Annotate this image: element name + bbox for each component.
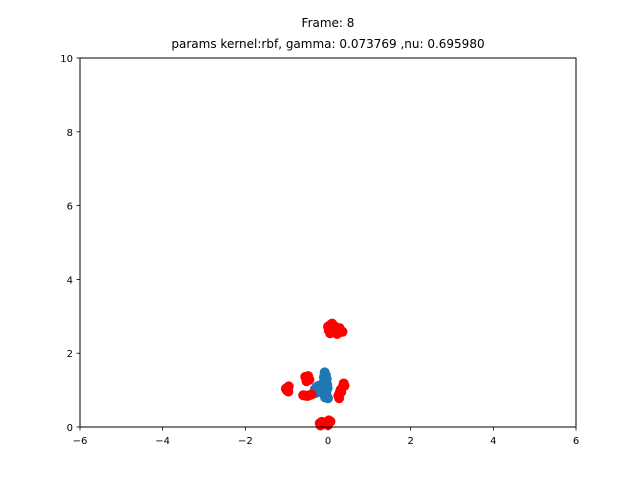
data-point-series-1-24 xyxy=(303,371,314,382)
plot-frame xyxy=(79,57,577,428)
data-point-series-0-22 xyxy=(313,380,324,391)
points-layer xyxy=(280,318,350,431)
x-tick-label: 6 xyxy=(573,436,579,447)
data-point-series-1-37 xyxy=(336,386,347,397)
data-point-series-1-45 xyxy=(323,420,333,431)
data-point-series-1-29 xyxy=(306,389,317,400)
x-axis-ticks: −6 −4 −2 0 2 4 6 xyxy=(73,427,579,447)
data-point-series-0-23 xyxy=(322,383,333,394)
y-tick-label: 8 xyxy=(67,128,73,139)
chart-title-line-1: Frame: 8 xyxy=(302,16,355,30)
data-point-series-1-44 xyxy=(315,420,326,431)
y-tick-label: 2 xyxy=(67,349,73,360)
y-axis-ticks: 0 2 4 6 8 10 xyxy=(60,54,80,434)
x-tick-label: 2 xyxy=(407,436,413,447)
data-point-series-1-19 xyxy=(283,386,294,397)
y-tick-label: 10 xyxy=(60,54,73,65)
x-tick-label: −4 xyxy=(155,436,170,447)
x-tick-label: 0 xyxy=(325,436,331,447)
y-tick-label: 0 xyxy=(67,423,73,434)
x-tick-label: −6 xyxy=(73,436,88,447)
data-point-series-1-14 xyxy=(332,329,343,340)
y-tick-label: 4 xyxy=(67,275,73,286)
x-tick-label: 4 xyxy=(490,436,496,447)
y-tick-label: 6 xyxy=(67,202,73,213)
chart-title-line-2: params kernel:rbf, gamma: 0.073769 ,nu: … xyxy=(171,37,484,51)
x-tick-label: −2 xyxy=(238,436,253,447)
